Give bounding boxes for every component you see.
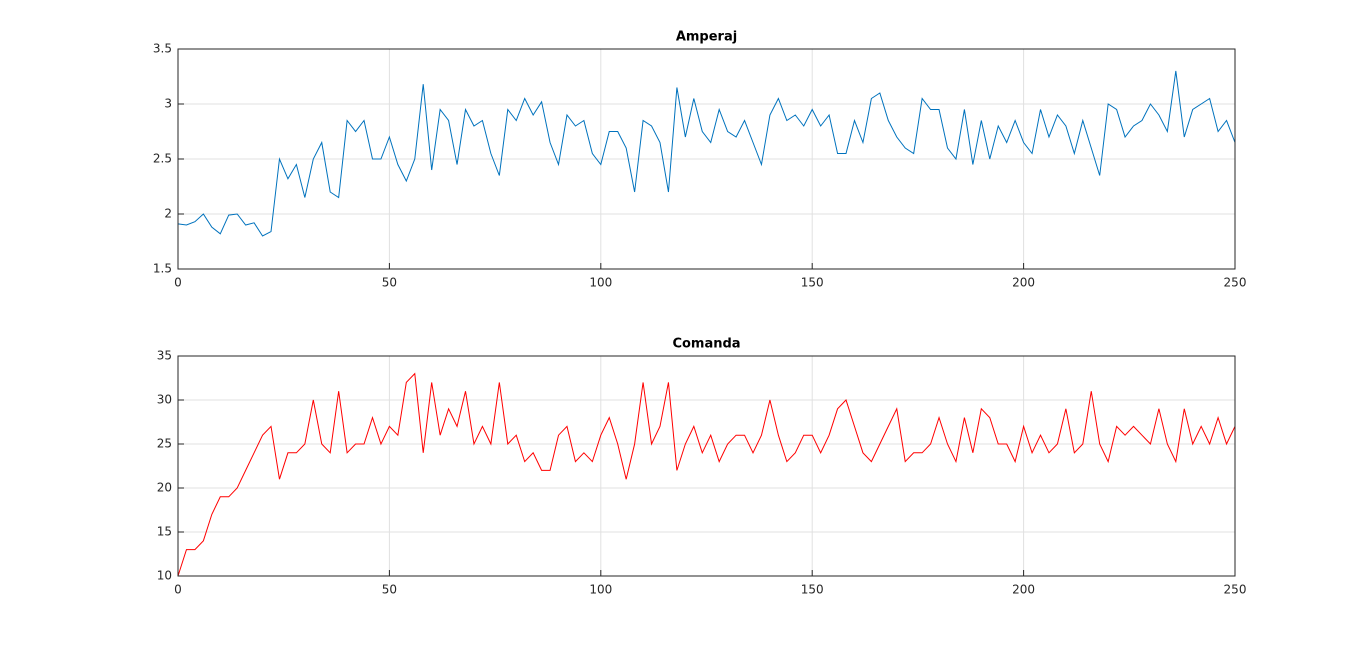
x-tick-label: 0	[174, 583, 182, 597]
plot-area	[178, 356, 1235, 576]
x-tick-label: 50	[382, 583, 397, 597]
data-line	[177, 372, 1236, 577]
x-tick-label: 150	[801, 583, 824, 597]
y-tick-label: 2	[164, 207, 172, 221]
x-tick-label: 50	[382, 276, 397, 290]
x-tick-label: 0	[174, 276, 182, 290]
x-tick-label: 250	[1224, 583, 1247, 597]
y-tick-label: 3	[164, 97, 172, 111]
axis-box	[177, 48, 1236, 270]
x-tick-label: 200	[1012, 276, 1035, 290]
x-tick-label: 150	[801, 276, 824, 290]
x-tick-label: 200	[1012, 583, 1035, 597]
x-tick-label: 250	[1224, 276, 1247, 290]
chart-title: Comanda	[672, 337, 740, 352]
y-tick-label: 15	[157, 525, 172, 539]
axis-box	[177, 355, 1236, 577]
x-tick-label: 100	[589, 276, 612, 290]
data-line	[177, 70, 1236, 237]
y-tick-label: 25	[157, 437, 172, 451]
y-tick-label: 30	[157, 393, 172, 407]
y-tick-label: 3.5	[153, 42, 172, 56]
y-tick-label: 20	[157, 481, 172, 495]
y-tick-label: 1.5	[153, 262, 172, 276]
x-tick-label: 100	[589, 583, 612, 597]
y-tick-label: 2.5	[153, 152, 172, 166]
y-tick-label: 35	[157, 349, 172, 363]
chart-title: Amperaj	[676, 30, 737, 45]
y-tick-label: 10	[157, 569, 172, 583]
